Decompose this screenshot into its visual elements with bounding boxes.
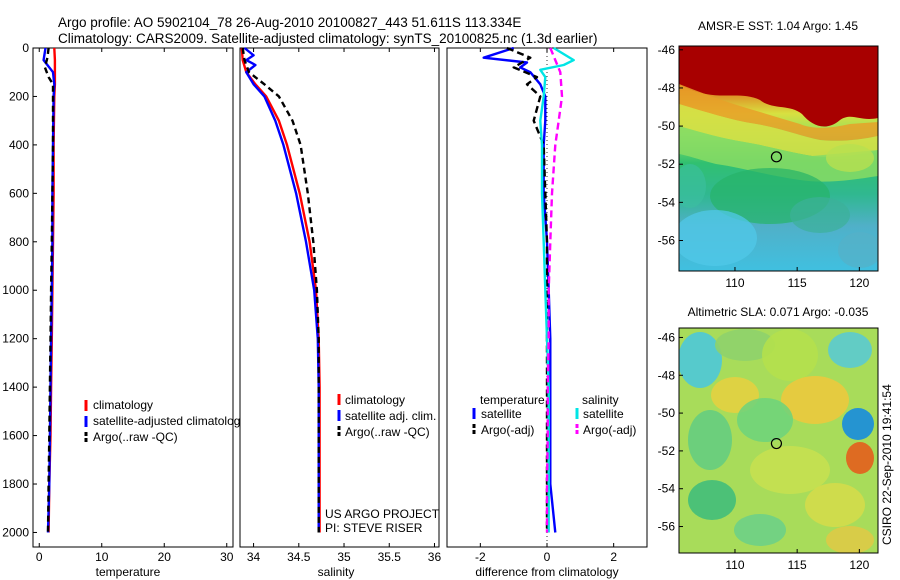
y-tick-label: 0: [22, 41, 29, 55]
salinity-panel: 34 34.5 35 35.5 36 salinity climatology sate…: [239, 47, 442, 579]
map-y-tick-label: -52: [658, 444, 676, 458]
y-tick-label: 800: [9, 235, 29, 249]
series-line: [506, 46, 549, 533]
legend-label-temp-argo: Argo(-adj): [481, 423, 534, 437]
map-x-tick-label: 110: [725, 558, 744, 572]
series-line: [545, 47, 564, 533]
temperature-axes-frame: [32, 47, 234, 548]
x-tick-label: 34: [247, 550, 261, 564]
argo-float-marker: [770, 437, 783, 450]
map-y-tick-label: -54: [658, 482, 676, 496]
y-tick-label: 600: [9, 186, 29, 200]
sst-map-axes: 110 115 120 -46 -48 -50 -52 -54 -56: [658, 43, 870, 290]
sla-map-axes: 110 115 120 -46 -48 -50 -52 -54 -56: [658, 330, 870, 572]
temperature-x-axis: 0 10 20 30: [36, 48, 234, 564]
header-line-1: Argo profile: AO 5902104_78 26-Aug-2010 …: [58, 15, 521, 30]
timestamp-credit: CSIRO 22-Sep-2010 19:41:54: [880, 384, 894, 545]
map-y-tick-label: -48: [658, 368, 676, 382]
sst-map-panel: AMSR-E SST: 1.04 Argo: 1.45 110 115 120 -46…: [658, 19, 879, 290]
x-tick-label: -2: [475, 550, 486, 564]
map-y-tick-label: -50: [658, 119, 676, 133]
sla-map-title: Altimetric SLA: 0.071 Argo: -0.035: [688, 305, 869, 319]
sla-map-frame: [678, 327, 879, 554]
argo-float-marker: [770, 151, 783, 163]
map-y-tick-label: -52: [658, 157, 676, 171]
difference-x-axis: -2 0 2: [475, 48, 617, 564]
y-tick-label: 1000: [2, 283, 29, 297]
legend-label-satellite: satellite adj. clim.: [345, 409, 436, 423]
salinity-xlabel: salinity: [318, 565, 355, 579]
series-line: [241, 47, 320, 533]
salinity-legend: climatology satellite adj. clim. Argo(..…: [337, 393, 436, 439]
depth-axis: 0 200 400 600 800 1000 1200 1400 1600 1800 2000: [2, 41, 37, 539]
y-tick-label: 1200: [2, 332, 29, 346]
y-tick-label: 1600: [2, 429, 29, 443]
temperature-series: [42, 47, 57, 533]
difference-xlabel: difference from climatology: [475, 565, 618, 579]
sla-heatmap: [679, 328, 878, 553]
series-line: [243, 47, 320, 533]
map-x-tick-label: 115: [788, 276, 807, 290]
project-credit: US ARGO PROJECT: [325, 507, 440, 521]
legend-heading-temperature: temperature: [480, 393, 545, 407]
x-tick-label: 35: [337, 550, 351, 564]
legend-label-satellite: satellite-adjusted climatolog: [93, 414, 240, 428]
difference-series: [482, 46, 575, 533]
map-x-tick-label: 120: [849, 558, 869, 572]
legend-label-argo: Argo(..raw -QC): [345, 425, 430, 439]
map-y-tick-label: -46: [658, 43, 676, 57]
map-y-tick-label: -56: [658, 233, 676, 247]
legend-label-sal-argo: Argo(-adj): [583, 423, 636, 437]
sst-map-frame: [678, 45, 879, 272]
x-tick-label: 20: [158, 550, 172, 564]
pi-credit: PI: STEVE RISER: [325, 521, 423, 535]
temperature-legend: climatology satellite-adjusted climatolo…: [84, 398, 240, 444]
map-y-tick-label: -46: [658, 330, 676, 344]
sst-map-title: AMSR-E SST: 1.04 Argo: 1.45: [698, 19, 858, 33]
sla-map-panel: Altimetric SLA: 0.071 Argo: -0.035 110 11…: [658, 305, 879, 572]
x-tick-label: 2: [610, 550, 617, 564]
map-y-tick-label: -56: [658, 520, 676, 534]
salinity-series: [240, 47, 321, 533]
x-tick-label: 34.5: [287, 550, 311, 564]
header-line-2: Climatology: CARS2009. Satellite-adjuste…: [58, 31, 598, 46]
map-x-tick-label: 120: [849, 276, 869, 290]
series-line: [482, 46, 557, 533]
y-tick-label: 1800: [2, 477, 29, 491]
x-tick-label: 0: [36, 550, 43, 564]
y-tick-label: 1400: [2, 380, 29, 394]
map-y-tick-label: -54: [658, 195, 676, 209]
map-y-tick-label: -50: [658, 406, 676, 420]
legend-label-temp-satellite: satellite: [481, 407, 522, 421]
series-line: [43, 47, 55, 533]
salinity-axes-frame: [239, 47, 440, 548]
difference-legend: temperature satellite Argo(-adj) salinit…: [472, 393, 636, 437]
map-x-tick-label: 110: [725, 276, 744, 290]
sst-heatmap: [679, 46, 878, 271]
x-tick-label: 0: [544, 550, 551, 564]
legend-heading-salinity: salinity: [582, 393, 619, 407]
legend-label-climatology: climatology: [93, 398, 153, 412]
legend-label-argo: Argo(..raw -QC): [93, 430, 178, 444]
y-tick-label: 2000: [2, 525, 29, 539]
x-tick-label: 35.5: [378, 550, 402, 564]
legend-label-sal-satellite: satellite: [583, 407, 624, 421]
temperature-panel: 0 200 400 600 800 1000 1200 1400 1600 1800 2000 0 1…: [2, 41, 240, 579]
salinity-x-axis: 34 34.5 35 35.5 36: [247, 48, 442, 564]
temperature-xlabel: temperature: [96, 565, 161, 579]
map-y-tick-label: -48: [658, 81, 676, 95]
x-tick-label: 36: [428, 550, 442, 564]
legend-label-climatology: climatology: [345, 393, 405, 407]
y-tick-label: 200: [9, 89, 29, 103]
difference-panel: -2 0 2 difference from climatology tempera…: [446, 46, 648, 579]
map-x-tick-label: 115: [788, 558, 807, 572]
x-tick-label: 10: [95, 550, 109, 564]
y-tick-label: 400: [9, 138, 29, 152]
x-tick-label: 30: [220, 550, 234, 564]
